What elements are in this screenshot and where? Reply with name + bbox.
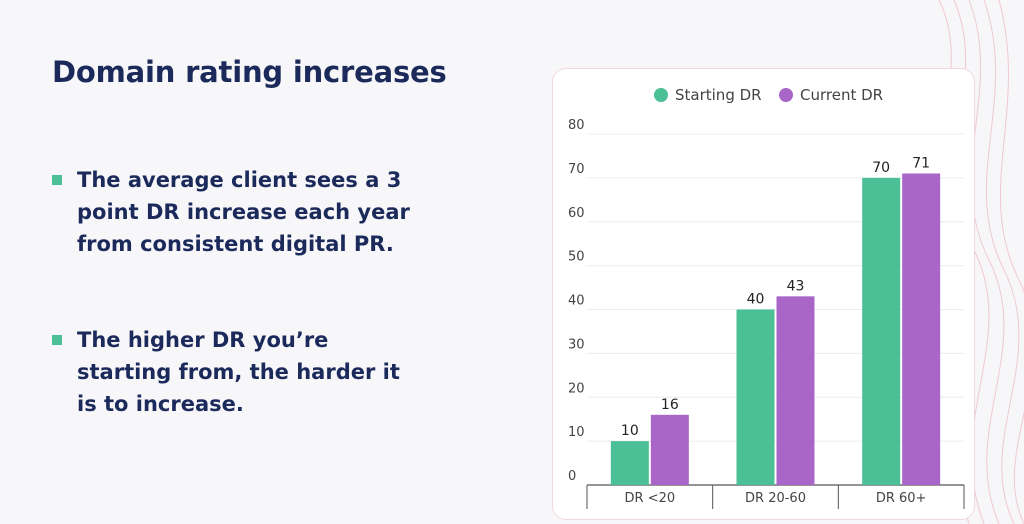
y-tick-label: 10 [568, 425, 585, 440]
bar-current [776, 296, 815, 485]
y-tick-label: 70 [568, 162, 585, 177]
y-tick-label: 20 [568, 381, 585, 396]
bar-starting [736, 309, 775, 485]
x-tick-label: DR 60+ [876, 491, 927, 506]
slide-title: Domain rating increases [52, 55, 447, 89]
bar-starting [862, 177, 901, 485]
data-label: 10 [621, 423, 639, 439]
legend-label: Current DR [800, 86, 883, 104]
y-tick-label: 60 [568, 206, 585, 221]
chart-card: 0 10 20 30 40 50 60 70 80 10 16 DR <20 40 43 DR 20-60 7… [552, 68, 975, 520]
y-tick-label: 50 [568, 250, 585, 265]
data-label: 70 [872, 160, 890, 176]
data-label: 43 [787, 278, 805, 294]
bullet-text: The average client sees a 3 point DR inc… [77, 168, 410, 256]
y-tick-label: 30 [568, 337, 585, 352]
bullet-marker [52, 175, 62, 185]
x-tick-label: DR <20 [625, 491, 676, 506]
data-label: 16 [661, 397, 679, 413]
bar-current [902, 173, 941, 486]
y-tick-label: 80 [568, 118, 585, 133]
bar-starting [610, 441, 649, 485]
legend-swatch [779, 88, 793, 102]
bar-current [650, 414, 689, 485]
data-label: 71 [912, 155, 930, 171]
legend-swatch [654, 88, 668, 102]
y-tick-label: 40 [568, 294, 585, 309]
bullet-item: The average client sees a 3 point DR inc… [52, 164, 412, 260]
x-tick-label: DR 20-60 [745, 491, 806, 506]
legend-label: Starting DR [675, 86, 762, 104]
bullet-marker [52, 335, 62, 345]
bar-chart: 0 10 20 30 40 50 60 70 80 10 16 DR <20 40 43 DR 20-60 7… [568, 86, 965, 509]
bullet-item: The higher DR you’re starting from, the … [52, 324, 412, 420]
data-label: 40 [747, 292, 765, 308]
bullet-text: The higher DR you’re starting from, the … [77, 328, 400, 416]
y-tick-label: 0 [568, 469, 576, 484]
